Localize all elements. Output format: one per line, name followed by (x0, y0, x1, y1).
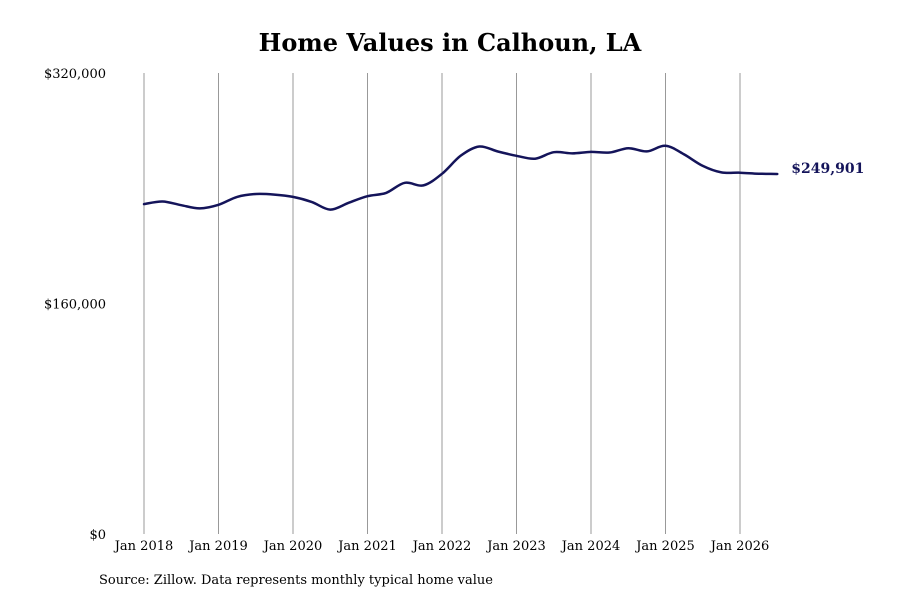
x-tick-label: Jan 2020 (262, 539, 323, 554)
x-tick-label: Jan 2022 (411, 539, 472, 554)
source-note: Source: Zillow. Data represents monthly … (99, 573, 493, 588)
series-line (142, 144, 779, 211)
y-tick-label: $320,000 (44, 67, 106, 82)
x-tick-label: Jan 2026 (709, 539, 770, 554)
x-axis: Jan 2018 Jan 2019 Jan 2020 Jan 2021 Jan 2022… (113, 539, 770, 554)
x-tick-label: Jan 2021 (336, 539, 397, 554)
x-tick-label: Jan 2024 (560, 539, 621, 554)
y-tick-label: $160,000 (44, 298, 106, 313)
x-tick-label: Jan 2023 (485, 539, 546, 554)
x-tick-label: Jan 2019 (187, 539, 248, 554)
x-tick-label: Jan 2025 (634, 539, 695, 554)
chart-title: Home Values in Calhoun, LA (258, 28, 642, 57)
end-value-label: $249,901 (791, 161, 864, 177)
series: $249,901 (142, 144, 864, 211)
y-axis: $0 $160,000 $320,000 (44, 67, 106, 543)
y-tick-label: $0 (89, 528, 106, 543)
x-tick-label: Jan 2018 (113, 539, 174, 554)
grid-lines (143, 73, 741, 534)
